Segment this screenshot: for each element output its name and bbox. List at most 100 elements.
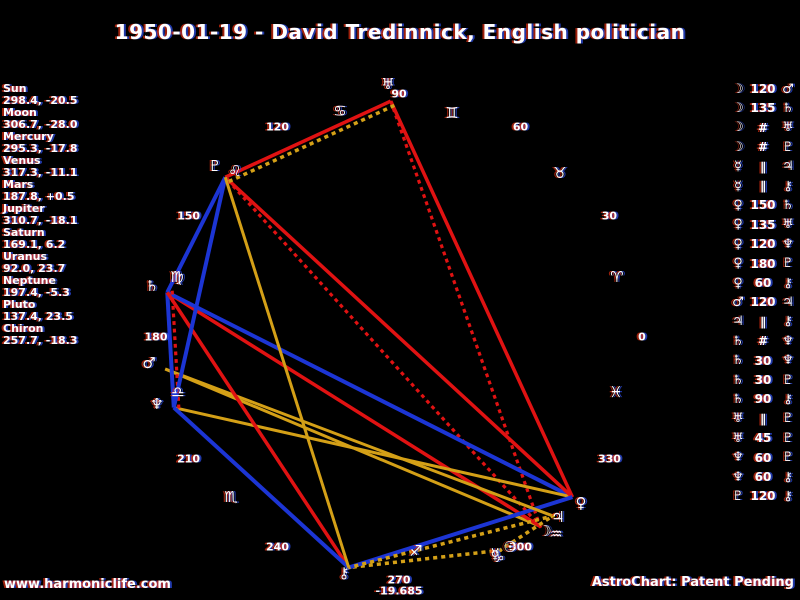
pluto-glyph: ♇	[782, 430, 794, 446]
aspect-symbol: 60	[754, 470, 772, 484]
planet-values-jupiter: 310.7, -18.1	[3, 214, 78, 227]
aspect-line-jupiter-chiron	[346, 513, 556, 570]
aspect-line-uranus-pluto	[224, 99, 392, 179]
page-title: 1950-01-19 - David Tredinnick, English p…	[114, 20, 686, 44]
pluto-glyph: ♇	[208, 157, 222, 175]
sun-glyph: ☉	[503, 538, 517, 556]
aspect-symbol: 180	[750, 256, 776, 271]
pluto-glyph: ♇	[732, 488, 744, 504]
jupiter-glyph: ♃	[551, 508, 565, 526]
mars-glyph: ♂	[782, 81, 794, 97]
aspect-row: ♅ 45 ♇	[730, 429, 796, 447]
aspect-row: ☽ # ♇	[730, 138, 796, 156]
saturn-glyph: ♄	[732, 333, 744, 349]
aspect-symbol: 30	[754, 373, 772, 387]
neptune-glyph: ♆	[150, 395, 164, 413]
degree-label-240: 240	[266, 540, 289, 554]
chiron-glyph: ⚷	[783, 488, 793, 504]
planet-name-mercury: Mercury	[3, 130, 54, 143]
aspect-row: ☽ # ♅	[730, 119, 796, 137]
aspect-line-venus-uranus	[389, 100, 575, 498]
planet-values-uranus: 92.0, 23.7	[3, 262, 66, 275]
aspect-row: ♀ 120 ♆	[730, 235, 796, 253]
neptune-glyph: ♆	[782, 236, 794, 252]
planet-values-moon: 306.7, -28.0	[3, 118, 78, 131]
chiron-glyph: ⚷	[783, 391, 793, 407]
website-link[interactable]: www.harmoniclife.com	[4, 577, 171, 592]
venus-glyph: ♀	[733, 197, 743, 213]
aspect-symbol: 120	[750, 237, 776, 252]
sign-cancer-glyph: ♋	[333, 102, 347, 120]
aspect-line-uranus-pluto	[224, 103, 396, 185]
mercury-glyph: ☿	[490, 545, 500, 563]
sign-aries-glyph: ♈	[610, 268, 624, 286]
aspect-row: ♄ 90 ⚷	[730, 390, 796, 408]
chiron-glyph: ⚷	[783, 275, 793, 291]
sign-gemini-glyph: ♊	[445, 104, 459, 122]
aspect-line-venus-neptune	[173, 406, 573, 499]
jupiter-glyph: ♃	[782, 159, 794, 175]
sign-libra-glyph: ♎	[171, 383, 185, 401]
planet-values-mercury: 295.3, -17.8	[3, 142, 78, 155]
venus-glyph: ♀	[733, 217, 743, 233]
mercury-glyph: ☿	[734, 159, 742, 175]
neptune-glyph: ♆	[732, 469, 744, 485]
aspect-line-neptune-chiron	[172, 406, 351, 570]
aspect-symbol: ∥	[760, 411, 766, 426]
aspect-line-saturn-neptune	[165, 292, 176, 408]
moon-glyph: ☽	[732, 100, 744, 116]
aspect-line-venus-pluto	[224, 175, 574, 499]
jupiter-glyph: ♃	[732, 314, 744, 330]
aspect-symbol: 135	[750, 101, 776, 116]
aspect-line-mars-jupiter	[164, 367, 554, 518]
saturn-glyph: ♄	[782, 197, 794, 213]
aspect-symbol: #	[757, 140, 769, 155]
planet-name-mars: Mars	[3, 178, 34, 191]
aspect-line-moon-uranus	[388, 99, 543, 529]
aspect-row: ♇ 120 ⚷	[730, 487, 796, 505]
aspect-line-mercury-chiron	[346, 548, 502, 570]
venus-glyph: ♀	[575, 494, 587, 512]
venus-glyph: ♀	[733, 236, 743, 252]
venus-glyph: ♀	[733, 275, 743, 291]
mars-glyph: ♂	[142, 354, 156, 372]
aspect-line-mercury-jupiter	[497, 513, 556, 553]
aspect-line-pluto-chiron	[223, 176, 351, 569]
aspect-row: ☿ ∥ ♃	[730, 158, 796, 176]
aspect-row: ♄ 30 ♇	[730, 371, 796, 389]
declination-label: -19.685	[375, 584, 423, 598]
planet-name-moon: Moon	[3, 106, 37, 119]
aspect-symbol: 150	[750, 198, 776, 213]
degree-label-30: 30	[601, 209, 618, 222]
planet-values-pluto: 137.4, 23.5	[3, 310, 73, 323]
aspect-symbol: 90	[754, 392, 772, 407]
mercury-glyph: ☿	[734, 178, 742, 194]
degree-label-330: 330	[597, 452, 621, 465]
aspect-line-neptune-pluto	[171, 176, 228, 409]
aspect-symbol: 45	[754, 431, 772, 446]
degree-label-270: 270	[387, 573, 411, 587]
aspect-row: ♀ 150 ♄	[730, 196, 796, 214]
uranus-glyph: ♅	[732, 430, 744, 446]
sign-scorpio-glyph: ♏	[224, 488, 238, 506]
sign-aquarius-glyph: ♒	[549, 525, 563, 543]
aspect-row: ♀ 60 ⚷	[730, 274, 796, 292]
degree-label-120: 120	[266, 120, 289, 134]
planet-name-neptune: Neptune	[3, 274, 56, 287]
sign-sagittarius-glyph: ♐	[409, 542, 423, 560]
aspect-symbol: ∥	[760, 179, 766, 193]
aspect-row: ☿ ∥ ⚷	[730, 177, 796, 195]
aspect-symbol: #	[757, 334, 769, 349]
aspect-row: ♅ ∥ ♇	[730, 410, 796, 428]
aspect-row: ♄ 30 ♆	[730, 352, 796, 370]
degree-label-90: 90	[391, 87, 407, 101]
aspect-symbol: 30	[754, 353, 772, 368]
aspect-row: ☽ 135 ♄	[730, 99, 796, 117]
aspect-line-saturn-pluto	[165, 176, 228, 294]
moon-glyph: ☽	[732, 139, 744, 155]
sign-virgo-glyph: ♍	[170, 268, 184, 286]
planet-values-venus: 317.3, -11.1	[3, 166, 78, 179]
aspect-symbol: 60	[754, 276, 772, 290]
aspect-symbol: 120	[750, 295, 776, 310]
